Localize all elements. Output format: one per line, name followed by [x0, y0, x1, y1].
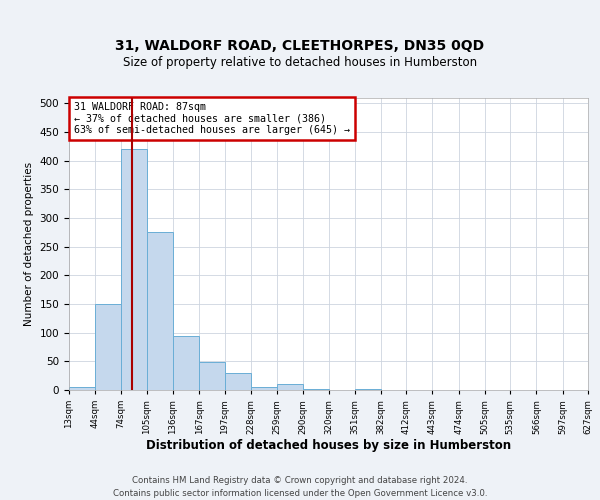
Bar — [147, 232, 173, 390]
Bar — [303, 389, 329, 390]
Text: Size of property relative to detached houses in Humberston: Size of property relative to detached ho… — [123, 56, 477, 69]
Text: 31 WALDORF ROAD: 87sqm
← 37% of detached houses are smaller (386)
63% of semi-de: 31 WALDORF ROAD: 87sqm ← 37% of detached… — [74, 102, 350, 135]
Text: Contains HM Land Registry data © Crown copyright and database right 2024.
Contai: Contains HM Land Registry data © Crown c… — [113, 476, 487, 498]
Bar — [69, 387, 95, 390]
Bar — [121, 149, 147, 390]
Bar — [173, 336, 199, 390]
Bar — [224, 373, 251, 390]
Bar — [355, 389, 381, 390]
Bar — [95, 304, 121, 390]
X-axis label: Distribution of detached houses by size in Humberston: Distribution of detached houses by size … — [146, 440, 511, 452]
Y-axis label: Number of detached properties: Number of detached properties — [24, 162, 34, 326]
Bar — [251, 387, 277, 390]
Bar — [277, 384, 303, 390]
Text: 31, WALDORF ROAD, CLEETHORPES, DN35 0QD: 31, WALDORF ROAD, CLEETHORPES, DN35 0QD — [115, 38, 485, 52]
Bar — [199, 362, 224, 390]
